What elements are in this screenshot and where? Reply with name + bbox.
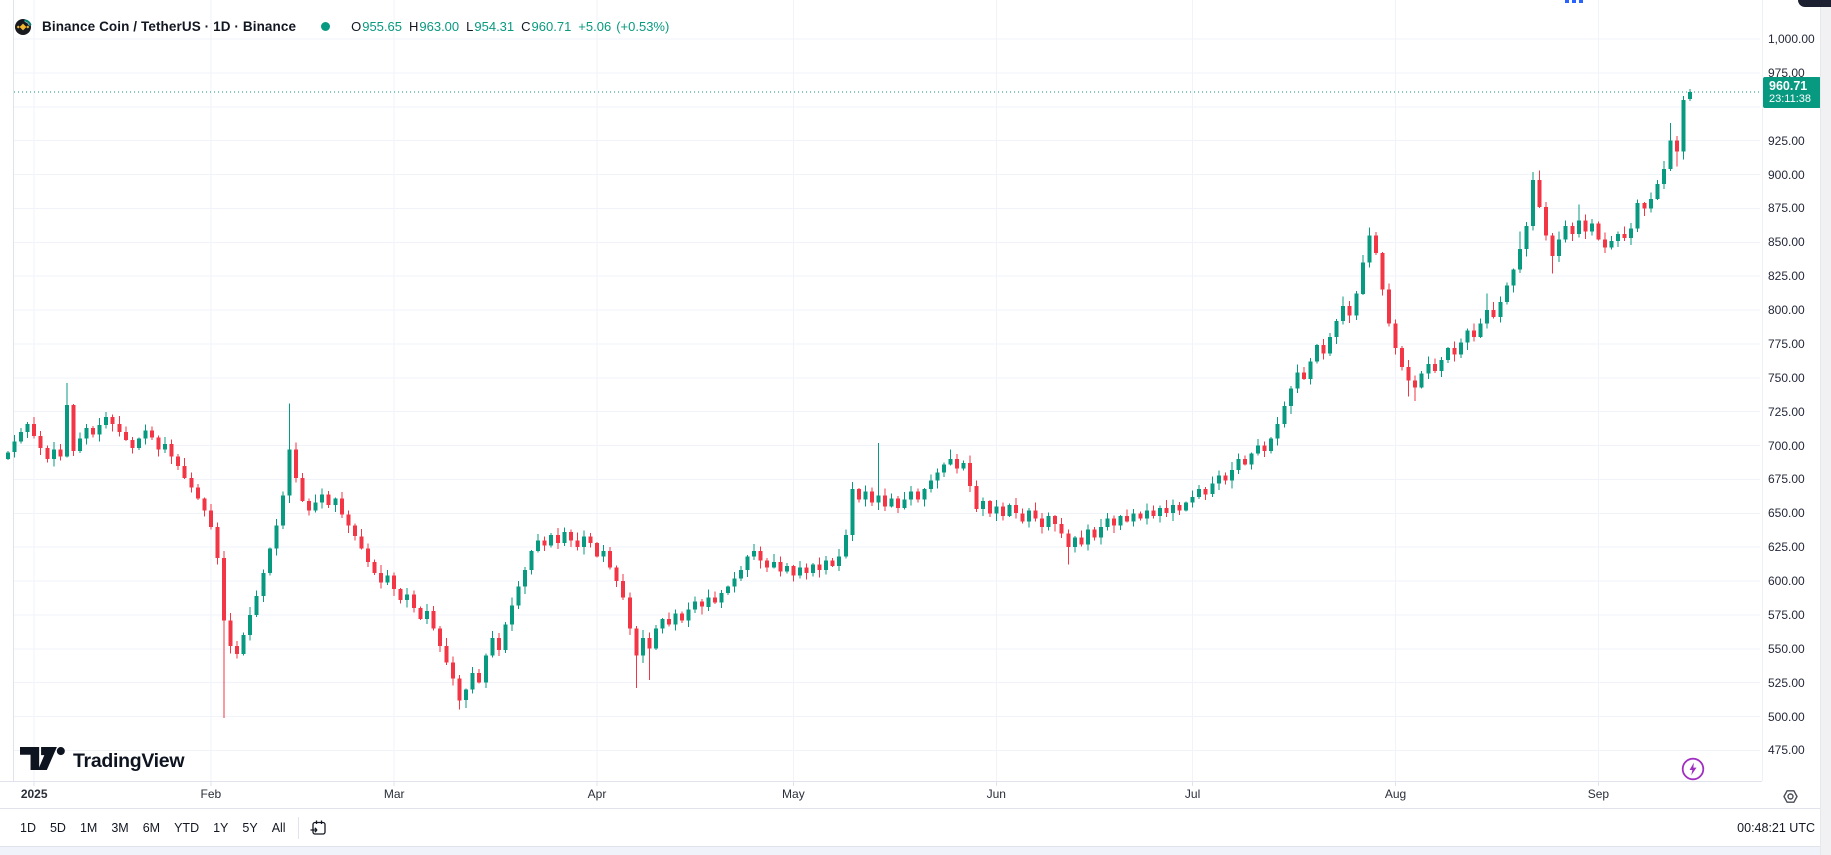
time-tick-month-label: Jul (1184, 787, 1201, 801)
tradingview-logo-icon (20, 747, 66, 776)
bar-countdown: 23:11:38 (1769, 93, 1812, 106)
time-tick-month-label: Sep (1587, 787, 1610, 801)
browser-scrollbar[interactable] (1820, 0, 1831, 855)
page-bottom-strip (0, 847, 1831, 855)
market-status-dot[interactable] (321, 21, 331, 31)
time-tick-month-label: Aug (1384, 787, 1407, 801)
open-value: 955.65 (362, 18, 402, 34)
time-tick-month-label: May (782, 787, 805, 801)
range-1M-button[interactable]: 1M (74, 817, 103, 839)
price-tick-label: 700.00 (1768, 438, 1805, 453)
date-range-buttons: 1D 5D 1M 3M 6M YTD 1Y 5Y All (14, 817, 292, 839)
price-tick-label: 675.00 (1768, 472, 1805, 487)
price-tick-label: 825.00 (1768, 269, 1805, 284)
axis-settings-gear-icon[interactable] (1782, 788, 1799, 805)
quick-action-lightning-icon[interactable] (1681, 757, 1705, 781)
current-price-badge: 960.71 23:11:38 (1763, 77, 1821, 108)
tradingview-logo[interactable]: TradingView (20, 747, 185, 776)
clipped-toolbar-fragment (1565, 0, 1585, 3)
symbol-legend: Binance Coin / TetherUS · 1D · Binance O… (14, 13, 669, 39)
close-value: 960.71 (531, 18, 572, 34)
range-YTD-button[interactable]: YTD (168, 817, 205, 839)
toolbar-divider (297, 816, 299, 839)
range-5D-button[interactable]: 5D (44, 817, 72, 839)
change-percent: (+0.53%) (616, 18, 670, 34)
tradingview-logo-text: TradingView (73, 750, 185, 772)
price-tick-label: 850.00 (1768, 235, 1805, 250)
price-axis[interactable]: 1,000.00 975.00 925.00 900.00 875.00 850.00 82… (1763, 0, 1821, 781)
time-tick-year-label: 2025 (20, 787, 48, 801)
time-axis[interactable]: 2025 Feb Mar Apr May Jun Jul Aug Sep (0, 782, 1762, 807)
time-tick-month-label: Mar (383, 787, 405, 801)
range-6M-button[interactable]: 6M (137, 817, 166, 839)
price-tick-label: 625.00 (1768, 540, 1805, 555)
price-tick-label: 725.00 (1768, 404, 1805, 419)
bottom-toolbar: 1D 5D 1M 3M 6M YTD 1Y 5Y All 00:48:21 UTC (0, 808, 1831, 847)
price-tick-label: 775.00 (1768, 336, 1805, 351)
price-tick-label: 575.00 (1768, 607, 1805, 622)
price-tick-label: 875.00 (1768, 201, 1805, 216)
range-1Y-button[interactable]: 1Y (207, 817, 234, 839)
current-price: 960.71 (1769, 78, 1808, 93)
range-All-button[interactable]: All (266, 817, 292, 839)
time-tick-month-label: Jun (986, 787, 1006, 801)
range-1D-button[interactable]: 1D (14, 817, 42, 839)
price-tick-label: 475.00 (1768, 743, 1805, 758)
change-value: +5.06 (578, 18, 612, 34)
ohlc-values: O 955.65 H 963.00 L 954.31 C 960.71 +5.06 (+0… (351, 19, 669, 34)
symbol-title[interactable]: Binance Coin / TetherUS · 1D · Binance (42, 18, 297, 34)
binance-coin-icon[interactable] (14, 17, 33, 36)
close-label: C (521, 18, 531, 34)
price-tick-label: 1,000.00 (1768, 32, 1815, 46)
price-tick-label: 925.00 (1768, 133, 1805, 148)
price-tick-label: 650.00 (1768, 506, 1805, 521)
go-to-date-icon[interactable] (307, 816, 330, 839)
price-tick-label: 975.00 (1768, 65, 1805, 80)
time-tick-month-label: Apr (587, 787, 607, 801)
price-tick-label: 900.00 (1768, 167, 1805, 182)
time-tick-month-label: Feb (200, 787, 222, 801)
price-tick-label: 525.00 (1768, 675, 1805, 690)
open-label: O (351, 18, 362, 34)
price-tick-label: 550.00 (1768, 641, 1805, 656)
high-value: 963.00 (419, 18, 460, 34)
range-5Y-button[interactable]: 5Y (236, 817, 263, 839)
low-value: 954.31 (474, 18, 515, 34)
range-3M-button[interactable]: 3M (105, 817, 134, 839)
high-label: H (408, 18, 419, 34)
price-tick-label: 750.00 (1768, 370, 1805, 385)
top-overlay-pill (1798, 0, 1831, 7)
price-tick-label: 500.00 (1768, 709, 1805, 724)
utc-clock[interactable]: 00:48:21 UTC (1737, 821, 1815, 835)
price-tick-label: 600.00 (1768, 574, 1805, 588)
low-label: L (466, 18, 474, 34)
price-tick-label: 800.00 (1768, 303, 1805, 317)
